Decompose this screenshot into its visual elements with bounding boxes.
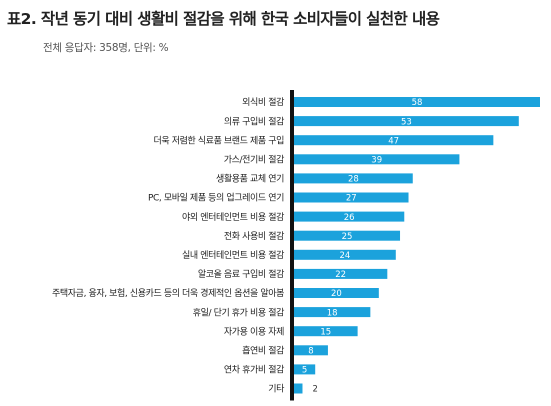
bar	[294, 97, 540, 107]
bar	[294, 345, 328, 356]
value-label: 27	[346, 194, 357, 204]
bar	[294, 211, 405, 222]
category-label: 생활용품 교체 연기	[216, 173, 284, 185]
category-axis	[290, 90, 294, 401]
category-label: 야외 엔터테인먼트 비용 절감	[182, 211, 284, 223]
value-label: 26	[344, 213, 355, 223]
value-label: 28	[348, 175, 359, 185]
bar	[294, 288, 379, 298]
value-label: 58	[412, 98, 423, 108]
value-label: 8	[308, 347, 313, 357]
category-label: 휴일/ 단기 휴가 비용 절감	[193, 306, 284, 318]
category-label: PC, 모바일 제품 등의 업그레이드 연기	[148, 193, 284, 204]
value-label: 20	[331, 289, 342, 299]
bar	[294, 116, 519, 127]
category-label: 연차 휴가비 절감	[224, 364, 284, 376]
category-label: 알코올 음료 구입비 절감	[198, 268, 284, 280]
chart-subtitle: 전체 응답자: 358명, 단위: %	[43, 42, 169, 54]
category-label: 자가용 이용 자제	[224, 326, 284, 337]
category-label: 의류 구입비 절감	[224, 115, 284, 127]
value-label: 2	[312, 385, 317, 395]
category-label: 기타	[268, 384, 285, 395]
bar	[294, 383, 303, 394]
category-label: 실내 엔터테인먼트 비용 절감	[182, 249, 284, 261]
value-label: 53	[401, 117, 412, 127]
category-label: 주택자금, 융자, 보험, 신용카드 등의 더욱 경제적인 옵션을 알아봄	[52, 287, 284, 299]
bar	[294, 192, 409, 203]
value-label: 18	[327, 308, 338, 318]
bar	[294, 364, 316, 375]
chart-title: 표2. 작년 동기 대비 생활비 절감을 위해 한국 소비자들이 실천한 내용	[7, 10, 440, 28]
bar	[294, 249, 396, 260]
value-label: 5	[302, 366, 307, 376]
value-label: 47	[388, 136, 399, 146]
value-label: 15	[320, 327, 331, 337]
category-label: 외식비 절감	[242, 96, 284, 108]
bar	[294, 135, 494, 146]
bar	[294, 173, 413, 184]
bar	[294, 154, 460, 165]
value-label: 25	[342, 232, 353, 242]
category-label: 전화 사용비 절감	[224, 230, 284, 242]
category-label: 흡연비 절감	[242, 345, 284, 357]
value-label: 22	[335, 270, 346, 280]
bar	[294, 326, 358, 337]
bar	[294, 307, 371, 318]
bar	[294, 230, 401, 241]
value-label: 39	[371, 156, 382, 166]
bar	[294, 268, 388, 279]
category-label: 가스/전기비 절감	[224, 154, 284, 166]
category-label: 더욱 저렴한 식료품 브랜드 제품 구입	[153, 134, 284, 146]
value-label: 24	[339, 251, 350, 261]
